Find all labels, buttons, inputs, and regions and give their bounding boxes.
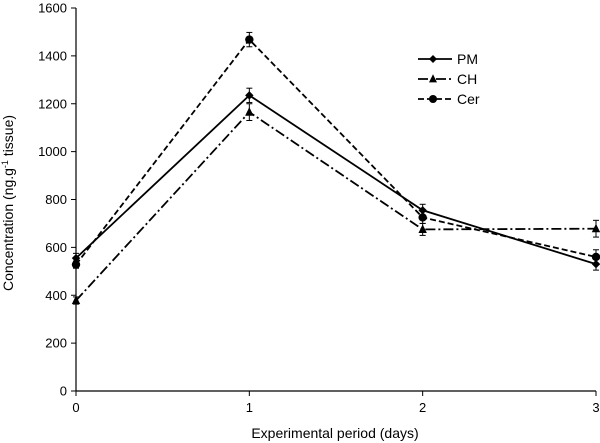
legend-marker-cer bbox=[429, 95, 437, 103]
data-point-ch bbox=[71, 295, 81, 305]
y-tick-label: 1000 bbox=[38, 144, 67, 159]
y-tick-label: 1200 bbox=[38, 96, 67, 111]
legend-label-ch: CH bbox=[457, 71, 477, 87]
x-tick-label: 3 bbox=[592, 400, 599, 415]
data-point-pm bbox=[71, 253, 81, 263]
y-axis-title: Concentration (ng.g-1 tissue) bbox=[0, 115, 16, 291]
y-tick-label: 200 bbox=[45, 336, 67, 351]
axes bbox=[75, 8, 596, 392]
data-point-cer bbox=[71, 260, 81, 269]
legend: PM CH Cer bbox=[418, 51, 480, 107]
series-ch bbox=[71, 103, 600, 305]
legend-item-ch: CH bbox=[418, 71, 477, 87]
legend-label-pm: PM bbox=[457, 51, 478, 67]
y-tick-label: 400 bbox=[45, 288, 67, 303]
y-tick-label: 1400 bbox=[38, 48, 67, 63]
series-layer bbox=[71, 31, 600, 305]
y-tick-label: 0 bbox=[60, 384, 67, 399]
y-axis-title-superscript: -1 bbox=[0, 160, 10, 168]
data-point-ch bbox=[245, 107, 254, 116]
y-tick-label: 800 bbox=[45, 192, 67, 207]
data-point-cer bbox=[591, 252, 600, 262]
y-axis-ticks: 0 200 400 600 800 1000 1200 1400 1600 bbox=[38, 1, 76, 399]
legend-marker-ch bbox=[429, 74, 437, 83]
data-point-cer bbox=[418, 213, 427, 222]
x-axis-title: Experimental period (days) bbox=[251, 425, 418, 441]
data-point-ch bbox=[591, 223, 600, 233]
legend-item-cer: Cer bbox=[418, 91, 480, 107]
legend-item-pm: PM bbox=[418, 51, 478, 67]
series-pm bbox=[71, 87, 600, 271]
legend-label-cer: Cer bbox=[457, 91, 480, 107]
y-axis-title-suffix: tissue) bbox=[0, 115, 16, 160]
y-tick-label: 600 bbox=[45, 240, 67, 255]
y-axis-title-main: Concentration (ng.g bbox=[0, 168, 16, 291]
data-point-pm bbox=[245, 91, 254, 100]
x-axis-ticks: 0 1 2 3 bbox=[72, 391, 600, 415]
data-point-pm bbox=[418, 206, 427, 215]
series-line-ch bbox=[75, 110, 597, 302]
data-point-ch bbox=[418, 224, 427, 234]
x-tick-label: 2 bbox=[419, 400, 426, 415]
series-line-cer bbox=[75, 38, 597, 266]
legend-marker-pm bbox=[429, 55, 437, 63]
x-tick-label: 1 bbox=[246, 400, 253, 415]
y-tick-label: 1600 bbox=[38, 1, 67, 16]
data-point-cer bbox=[245, 35, 254, 44]
x-tick-label: 0 bbox=[72, 400, 79, 415]
series-cer bbox=[71, 31, 600, 269]
